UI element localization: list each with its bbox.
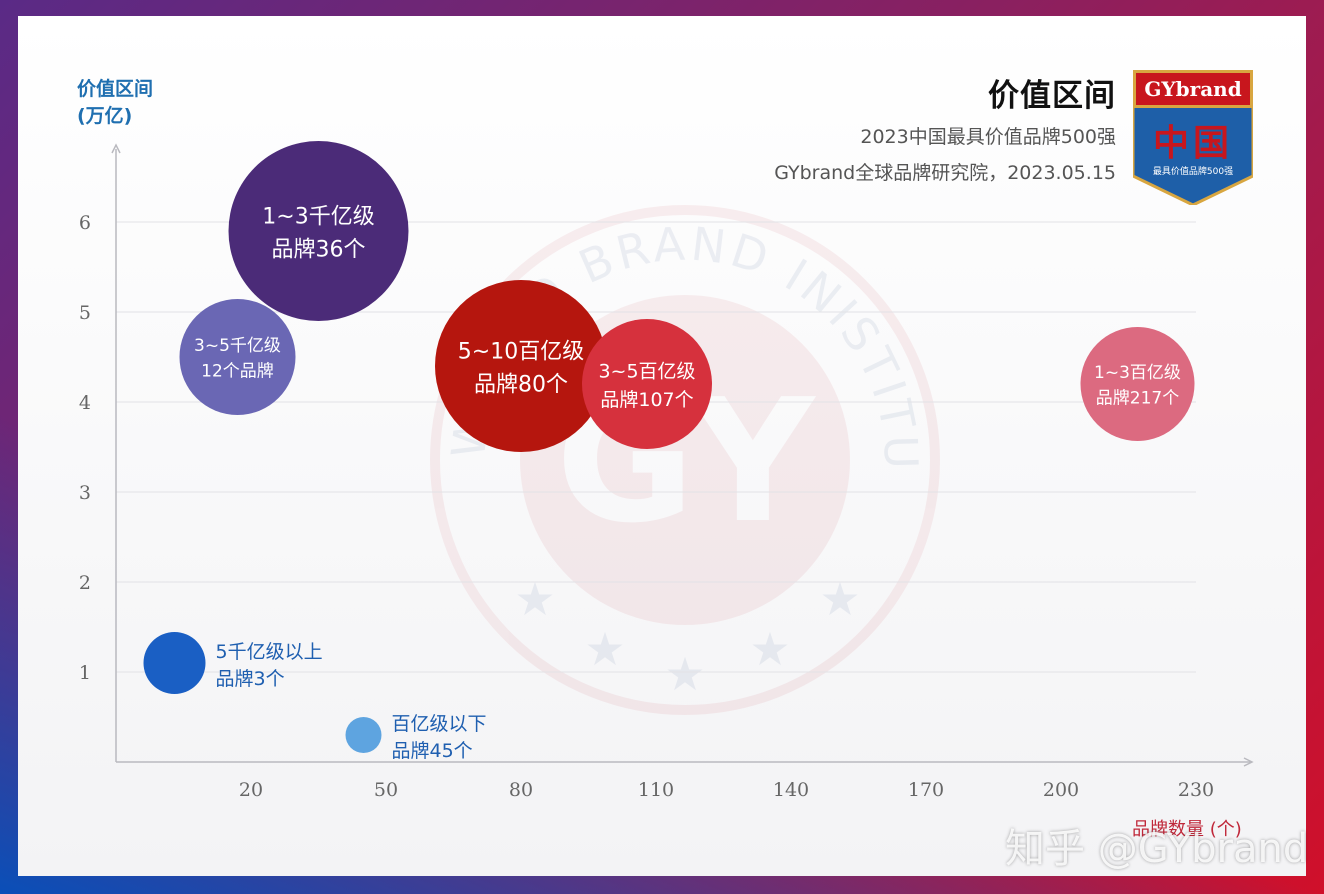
chart-source: GYbrand全球品牌研究院，2023.05.15 <box>774 162 1116 184</box>
x-tick-label: 170 <box>908 779 944 801</box>
bubble-label: 5千亿级以上 <box>216 641 323 663</box>
bubble-label: 1~3百亿级 <box>1094 363 1181 383</box>
bubble-point <box>179 299 296 415</box>
svg-text:★: ★ <box>664 647 705 701</box>
bubble-point <box>582 319 712 449</box>
x-tick-label: 80 <box>509 779 533 801</box>
svg-text:★: ★ <box>749 622 790 676</box>
bubble-point <box>143 632 206 694</box>
y-tick-label: 2 <box>79 572 91 594</box>
zhihu-watermark: 知乎 @GYbrand <box>1005 826 1309 872</box>
badge-big-text: 中国 <box>1152 123 1233 164</box>
bubble-label: 品牌217个 <box>1096 389 1179 409</box>
x-tick-label: 140 <box>773 779 809 801</box>
bubble-point <box>1080 327 1195 441</box>
bubble-label: 5~10百亿级 <box>458 339 584 364</box>
x-tick-label: 110 <box>638 779 674 801</box>
svg-text:★: ★ <box>584 622 625 676</box>
bubble-label: 1~3千亿级 <box>262 204 374 229</box>
y-tick-label: 5 <box>79 302 91 324</box>
tick-labels: 1 2 3 4 5 6 20 50 80 110 140 170 200 230 <box>79 212 1214 801</box>
x-tick-label: 20 <box>239 779 263 801</box>
bubble-label: 12个品牌 <box>201 362 274 382</box>
chart-subtitle: 2023中国最具价值品牌500强 <box>860 126 1116 148</box>
y-tick-label: 6 <box>79 212 91 234</box>
bubble-label: 百亿级以下 <box>392 713 487 735</box>
y-axis-label-line-1: 价值区间 <box>77 78 154 100</box>
x-axis-arrow-icon <box>1243 757 1254 767</box>
x-tick-label: 200 <box>1043 779 1079 801</box>
bubble-label: 品牌45个 <box>392 740 473 762</box>
bubble-label: 品牌80个 <box>474 372 568 397</box>
y-axis-arrow-icon <box>111 143 121 154</box>
axes <box>111 143 1254 767</box>
svg-text:★: ★ <box>819 572 860 626</box>
bubble-point <box>345 717 382 753</box>
y-tick-label: 1 <box>79 662 91 684</box>
bubble-point <box>228 141 409 321</box>
chart-title: 价值区间 <box>988 78 1116 114</box>
badge-top-text: GYbrand <box>1133 70 1253 108</box>
x-tick-label: 50 <box>374 779 398 801</box>
bubble-point <box>435 280 607 452</box>
bubble-label: 3~5千亿级 <box>194 336 281 356</box>
badge-shield-icon <box>1133 106 1253 205</box>
y-axis-label: 价值区间 (万亿) <box>77 76 153 130</box>
bubble-label: 品牌3个 <box>216 668 285 690</box>
x-axis-label: 品牌数量 (个) <box>1132 819 1242 840</box>
svg-text:★: ★ <box>514 572 555 626</box>
y-tick-label: 4 <box>79 392 91 414</box>
bubble-label: 品牌107个 <box>600 389 693 411</box>
bubble-label: 3~5百亿级 <box>598 360 695 382</box>
y-axis-label-line-2: (万亿) <box>77 105 133 127</box>
gybrand-badge-logo: GYbrand 中国 最具价值品牌500强 <box>1133 70 1253 205</box>
x-tick-label: 230 <box>1178 779 1214 801</box>
y-tick-label: 3 <box>79 482 91 504</box>
bubble-label: 品牌36个 <box>272 237 366 262</box>
badge-small-text: 最具价值品牌500强 <box>1152 167 1234 177</box>
